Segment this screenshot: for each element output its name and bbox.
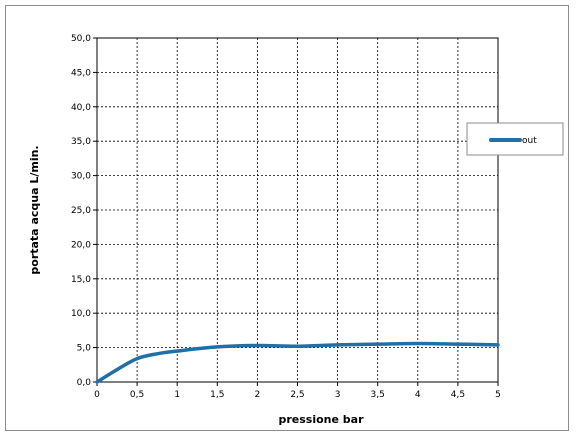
x-tick-label: 0,5 xyxy=(130,390,144,400)
x-tick-label: 2 xyxy=(255,390,261,400)
y-tick-label: 30,0 xyxy=(71,172,91,182)
x-tick-label: 3,5 xyxy=(371,390,385,400)
y-tick-label: 10,0 xyxy=(71,309,91,319)
x-axis-ticks: 0 0,5 1 1,5 2 2,5 3 3,5 4 4,5 5 xyxy=(94,382,501,400)
y-tick-label: 0,0 xyxy=(77,378,92,388)
y-tick-label: 20,0 xyxy=(71,240,91,250)
x-axis-title: pressione bar xyxy=(278,413,364,426)
data-point xyxy=(416,341,420,346)
y-axis-title: portata acqua L/min. xyxy=(28,145,41,274)
data-point xyxy=(376,342,380,346)
data-point xyxy=(255,343,259,348)
grid-lines xyxy=(97,38,498,382)
data-point xyxy=(95,380,99,384)
x-tick-label: 3 xyxy=(335,390,341,400)
x-tick-label: 2,5 xyxy=(290,390,304,400)
data-point xyxy=(115,368,119,372)
data-point xyxy=(175,349,179,353)
x-tick-label: 0 xyxy=(94,390,100,400)
y-tick-label: 5,0 xyxy=(77,344,92,354)
data-point xyxy=(155,352,159,356)
y-tick-label: 35,0 xyxy=(71,137,91,147)
x-tick-label: 4,5 xyxy=(451,390,465,400)
y-tick-label: 25,0 xyxy=(71,206,91,216)
x-tick-label: 1 xyxy=(174,390,180,400)
y-tick-label: 15,0 xyxy=(71,275,91,285)
x-tick-label: 4 xyxy=(415,390,421,400)
data-point xyxy=(135,357,139,361)
y-axis-ticks: 0,0 5,0 10,0 15,0 20,0 25,0 30,0 35,0 40,0 45,0 50… xyxy=(71,34,97,388)
series-group xyxy=(95,341,500,384)
y-tick-label: 45,0 xyxy=(71,68,91,78)
legend-label: out xyxy=(522,136,537,146)
data-point xyxy=(336,343,340,347)
y-tick-label: 40,0 xyxy=(71,103,91,113)
x-tick-label: 1,5 xyxy=(210,390,224,400)
data-point xyxy=(456,342,460,346)
y-tick-label: 50,0 xyxy=(71,34,91,44)
x-tick-label: 5 xyxy=(495,390,501,400)
data-point xyxy=(295,344,300,348)
data-point xyxy=(215,345,219,349)
legend: out xyxy=(466,122,564,156)
data-point xyxy=(496,343,500,347)
